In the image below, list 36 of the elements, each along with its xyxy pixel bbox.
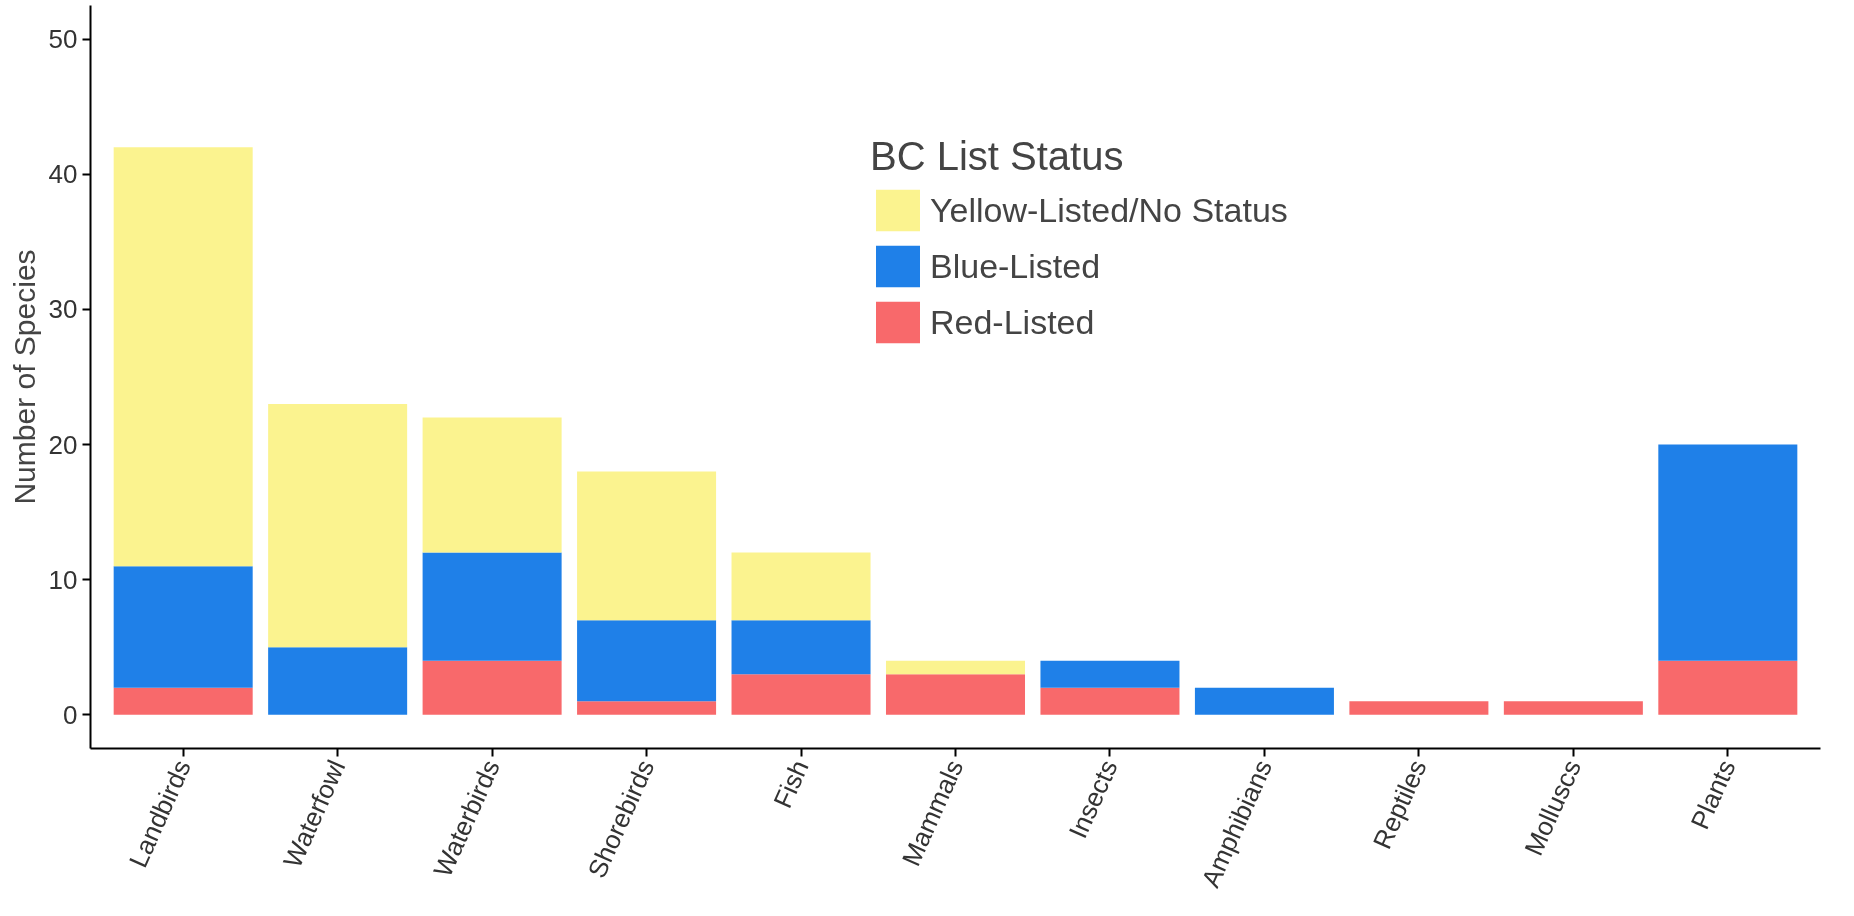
legend-title: BC List Status — [870, 134, 1125, 179]
y-tick-label: 50 — [48, 24, 78, 55]
bar — [885, 674, 1026, 715]
bar — [422, 552, 562, 661]
bar — [268, 404, 408, 648]
bar — [1503, 701, 1643, 715]
bar — [1658, 660, 1798, 715]
bar — [1040, 660, 1180, 688]
bar — [577, 620, 717, 702]
bar — [731, 552, 871, 621]
y-tick-label: 30 — [48, 294, 78, 325]
bar — [577, 701, 717, 715]
bar — [113, 566, 253, 688]
bar — [1040, 687, 1180, 715]
bar — [1349, 701, 1489, 715]
x-tick-label: Plants — [1684, 755, 1742, 834]
y-axis-title: Number of Species — [7, 249, 41, 505]
bar — [1658, 444, 1798, 661]
bar — [731, 620, 871, 675]
legend-label: Yellow-Listed/No Status — [930, 190, 1288, 230]
y-tick-label: 40 — [48, 159, 78, 190]
y-tick-label: 0 — [63, 699, 78, 730]
bar — [1194, 687, 1334, 715]
y-tick-label: 20 — [48, 429, 78, 460]
bar — [422, 660, 562, 715]
legend-label: Blue-Listed — [930, 246, 1101, 286]
bar — [577, 471, 717, 621]
bar — [113, 147, 253, 567]
legend-label: Red-Listed — [930, 302, 1095, 342]
bar — [731, 674, 871, 715]
bar — [422, 417, 562, 553]
y-tick-label: 10 — [48, 564, 78, 595]
x-tick-label: Fish — [767, 755, 815, 813]
bar — [113, 687, 253, 715]
bar — [885, 660, 1026, 675]
bar — [268, 647, 408, 715]
